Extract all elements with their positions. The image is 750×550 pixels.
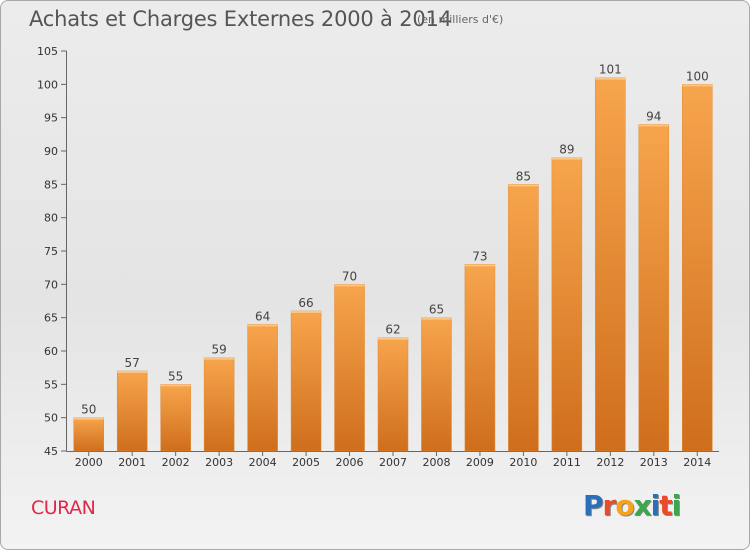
bar-value-label: 70: [342, 269, 357, 283]
y-tick-label: 95: [44, 112, 58, 125]
y-tick-label: 45: [44, 445, 58, 458]
x-tick-label: 2004: [249, 456, 277, 469]
y-tick-label: 70: [44, 278, 58, 291]
y-axis: 45 50 55 60 65 70 75 80 85 90 95 100 105: [37, 45, 67, 458]
x-axis: 2000 2001 2002 2003 2004 2005 2006 2007 2008 2009…: [66, 451, 719, 469]
bar-value-label: 101: [599, 63, 622, 77]
bar-value-label: 89: [559, 143, 574, 157]
bar-value-label: 64: [255, 309, 270, 323]
x-tick-label: 2002: [162, 456, 190, 469]
bar: [247, 324, 278, 452]
bar-highlight: [508, 184, 539, 187]
x-tick-label: 2000: [75, 456, 103, 469]
logo-letter: o: [615, 489, 634, 522]
y-tick-label: 50: [44, 412, 58, 425]
bar-highlight: [334, 284, 365, 287]
x-tick-label: 2009: [466, 456, 494, 469]
y-tick-label: 80: [44, 212, 58, 225]
bar-highlight: [595, 77, 626, 80]
bar-value-label: 50: [81, 403, 96, 417]
logo-letter: P: [583, 489, 604, 522]
bar: [638, 124, 670, 452]
y-tick-label: 55: [44, 378, 58, 391]
bar-highlight: [682, 84, 713, 87]
y-tick-label: 75: [44, 245, 58, 258]
bar-highlight: [464, 264, 495, 267]
x-tick-label: 2001: [118, 456, 146, 469]
bar-value-label: 73: [472, 249, 487, 263]
bar-highlight: [247, 324, 278, 327]
bar-highlight: [291, 311, 322, 313]
bar: [377, 337, 409, 452]
logo-letter: i: [650, 489, 661, 522]
y-tick-label: 85: [44, 178, 58, 191]
x-tick-label: 2014: [683, 456, 711, 469]
chart-unit: (en milliers d'€): [417, 13, 504, 26]
bar: [595, 77, 626, 452]
bar-value-label: 85: [516, 169, 531, 183]
x-tick-label: 2006: [336, 456, 364, 469]
y-tick-label: 90: [44, 145, 58, 158]
x-tick-label: 2012: [596, 456, 624, 469]
bar-value-label: 100: [686, 69, 709, 83]
bar: [160, 384, 191, 452]
bar: [421, 317, 452, 452]
logo-letter: r: [602, 489, 617, 522]
bar-value-label: 65: [429, 303, 444, 317]
bars: 50 57 55 59 64 66 70 62 65 73 85 89 101 94 100: [73, 63, 713, 452]
bar-highlight: [551, 157, 582, 160]
logo-letter: x: [633, 489, 652, 522]
bar: [116, 370, 148, 452]
bar: [508, 184, 539, 452]
x-tick-label: 2007: [379, 456, 407, 469]
y-tick-label: 105: [37, 45, 58, 58]
logo-letter: t: [659, 489, 672, 522]
x-tick-label: 2005: [292, 456, 320, 469]
logo-letter: i: [671, 489, 682, 522]
bar-highlight: [378, 337, 408, 340]
bar: [290, 310, 322, 452]
bar: [551, 157, 583, 452]
bar: [203, 357, 235, 452]
bar-value-label: 55: [168, 369, 183, 383]
bar-highlight: [160, 384, 191, 387]
bar-value-label: 57: [125, 356, 140, 370]
x-tick-label: 2010: [509, 456, 537, 469]
bar-highlight: [73, 417, 104, 420]
x-tick-label: 2008: [422, 456, 450, 469]
x-tick-label: 2003: [205, 456, 233, 469]
bar-highlight: [421, 317, 452, 320]
x-tick-label: 2013: [640, 456, 668, 469]
y-tick-label: 60: [44, 345, 58, 358]
bar-highlight: [638, 124, 669, 127]
y-tick-label: 100: [37, 78, 58, 91]
bar: [334, 284, 365, 452]
bar: [464, 264, 496, 452]
bar: [73, 417, 104, 452]
bar-highlight: [117, 371, 148, 373]
proxiti-logo[interactable]: Proxiti: [583, 489, 682, 522]
chart-title: Achats et Charges Externes 2000 à 2014: [29, 7, 452, 31]
bar-highlight: [204, 357, 235, 360]
bar-value-label: 59: [211, 343, 226, 357]
bar-value-label: 66: [298, 296, 313, 310]
commune-name: CURAN: [31, 497, 96, 519]
bar-value-label: 62: [385, 323, 400, 337]
y-tick-label: 65: [44, 312, 58, 325]
x-tick-label: 2011: [553, 456, 581, 469]
bar-value-label: 94: [646, 109, 661, 123]
bar: [682, 84, 713, 452]
